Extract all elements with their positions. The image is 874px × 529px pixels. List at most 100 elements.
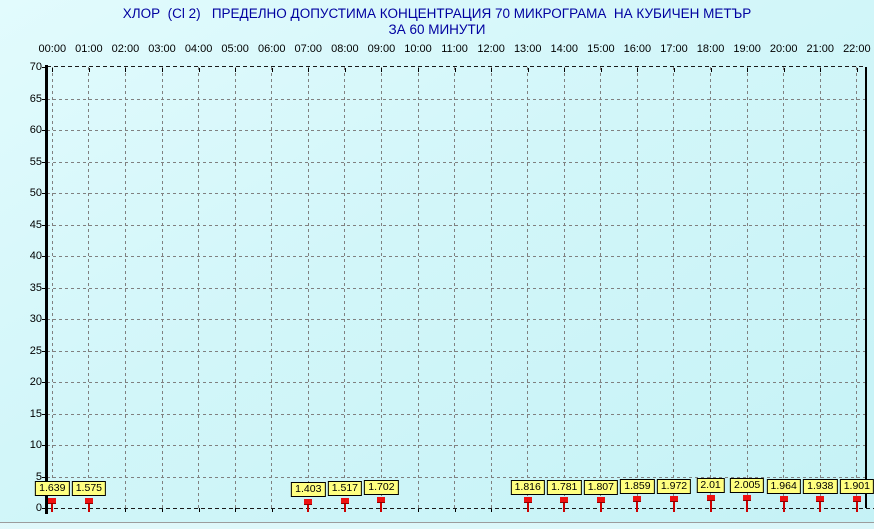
x-axis-label: 05:00: [221, 43, 249, 55]
y-axis-line: [45, 65, 48, 514]
chart-title-line2: ЗА 60 МИНУТИ: [388, 22, 486, 37]
h-gridline: [47, 382, 865, 383]
y-axis-label: 60: [29, 124, 42, 136]
y-tick: [42, 413, 47, 415]
y-axis-label: 15: [29, 407, 42, 420]
x-tick-top: [454, 68, 456, 72]
data-point-stem: [343, 498, 346, 512]
data-value-label: 1.938: [803, 478, 838, 494]
y-tick: [42, 445, 47, 446]
data-value-label: 1.403: [291, 482, 326, 498]
h-gridline: [47, 476, 865, 478]
data-value-label: 1.859: [620, 479, 655, 495]
h-gridline: [47, 161, 865, 163]
data-point-stem: [380, 497, 383, 512]
h-gridline: [47, 413, 865, 415]
data-value-label: 1.972: [656, 478, 692, 494]
data-value-label: 1.816: [510, 479, 545, 495]
x-tick-bottom: [418, 508, 419, 512]
y-tick: [42, 224, 47, 226]
chart-title-line1: ХЛОР (Cl 2) ПРЕДЕЛНО ДОПУСТИМА КОНЦЕНТРА…: [122, 6, 752, 21]
x-tick-top: [88, 68, 90, 72]
bottom-strip: [0, 523, 874, 529]
x-axis-label: 01:00: [75, 43, 103, 55]
data-value-label: 1.702: [364, 480, 399, 496]
x-axis-label: 12:00: [477, 43, 505, 55]
h-gridline: [47, 256, 865, 257]
x-tick-bottom: [491, 508, 493, 512]
x-axis-label: 03:00: [148, 43, 176, 55]
x-tick-top: [381, 68, 383, 72]
x-tick-top: [710, 68, 712, 72]
data-point-marker: [560, 496, 569, 503]
y-tick: [42, 193, 47, 194]
data-point-marker: [377, 497, 386, 504]
y-tick: [42, 319, 47, 320]
x-axis-label: 16:00: [623, 43, 652, 55]
data-point-marker: [706, 495, 715, 502]
x-tick-top: [820, 68, 822, 72]
x-tick-top: [564, 68, 566, 72]
h-gridline: [47, 287, 865, 289]
x-axis-label: 20:00: [769, 43, 798, 55]
y-tick: [42, 287, 47, 289]
y-axis-label: 0: [35, 502, 42, 514]
x-tick-top: [344, 68, 346, 72]
data-value-label: 2.01: [696, 478, 725, 494]
x-axis-label: 18:00: [696, 43, 725, 55]
data-point-marker: [596, 496, 605, 503]
x-tick-top: [527, 68, 529, 72]
data-value-label: 1.807: [583, 479, 618, 495]
data-value-label: 1.781: [547, 479, 582, 495]
zero-line: [47, 508, 874, 509]
h-gridline: [47, 445, 865, 446]
x-tick-top: [125, 68, 127, 72]
y-axis-label: 65: [29, 92, 42, 105]
h-gridline: [47, 130, 865, 131]
x-axis-label: 07:00: [294, 43, 323, 55]
data-value-label: 2.005: [729, 478, 765, 494]
x-tick-bottom: [125, 508, 127, 512]
data-value-label: 1.901: [839, 479, 874, 495]
data-point-stem: [599, 496, 602, 512]
data-point-stem: [819, 495, 822, 512]
data-point-stem: [563, 496, 566, 512]
y-tick: [42, 67, 47, 68]
y-tick: [42, 161, 47, 163]
x-axis-label: 06:00: [257, 43, 286, 55]
data-point-marker: [84, 498, 93, 505]
data-point-marker: [340, 498, 349, 505]
data-value-label: 1.517: [327, 481, 362, 497]
x-axis-label: 09:00: [367, 43, 396, 55]
x-axis-label: 00:00: [38, 43, 67, 55]
y-tick: [42, 98, 47, 100]
x-tick-top: [162, 68, 163, 72]
h-gridline: [47, 98, 865, 100]
y-axis-label: 20: [29, 376, 42, 388]
x-tick-bottom: [271, 508, 273, 512]
y-axis-label: 10: [29, 439, 42, 451]
data-point-marker: [852, 496, 861, 503]
x-tick-top: [308, 68, 310, 72]
y-axis-label: 55: [29, 155, 42, 168]
x-tick-top: [600, 68, 602, 72]
data-value-label: 1.639: [35, 480, 70, 496]
x-tick-top: [198, 68, 200, 72]
y-axis-label: 45: [29, 218, 42, 231]
x-axis-label: 08:00: [331, 43, 359, 55]
x-tick-top: [52, 68, 54, 72]
data-point-stem: [636, 496, 639, 512]
y-axis-label: 40: [29, 250, 42, 262]
x-tick-bottom: [198, 508, 200, 512]
x-tick-top: [637, 68, 639, 72]
x-axis-label: 22:00: [843, 43, 871, 55]
x-axis-label: 13:00: [513, 43, 542, 55]
y-tick: [42, 476, 47, 478]
x-axis-label: 11:00: [441, 43, 468, 55]
top-axis-line: [47, 66, 866, 67]
x-tick-top: [673, 68, 675, 72]
data-point-stem: [746, 495, 749, 512]
x-axis-label: 15:00: [587, 43, 615, 55]
x-tick-top: [783, 68, 785, 72]
x-tick-top: [856, 68, 858, 72]
